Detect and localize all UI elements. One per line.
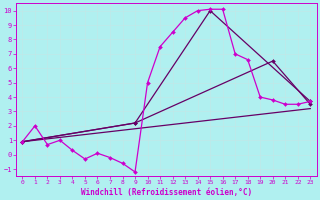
X-axis label: Windchill (Refroidissement éolien,°C): Windchill (Refroidissement éolien,°C) (81, 188, 252, 197)
